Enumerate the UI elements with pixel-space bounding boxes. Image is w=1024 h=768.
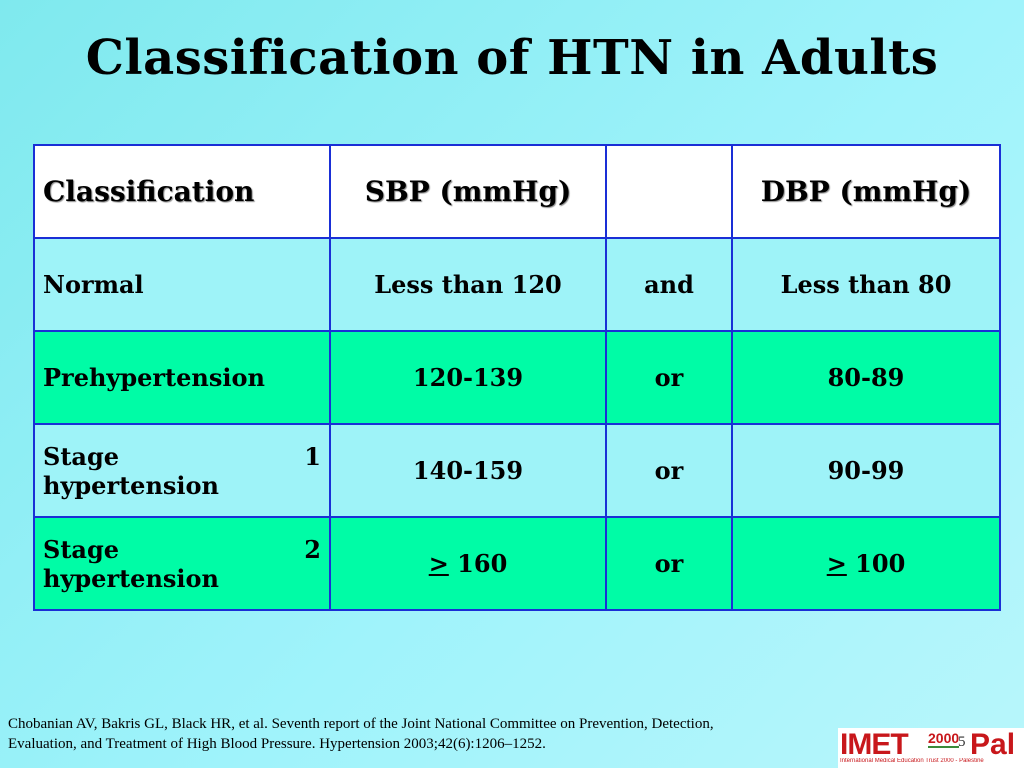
table-row: Prehypertension 120-139 or 80-89 <box>33 330 1001 425</box>
stage-word: Stage <box>43 534 120 564</box>
header-sbp: SBP (mmHg) <box>329 144 607 239</box>
citation-line1: Chobanian AV, Bakris GL, Black HR, et al… <box>8 716 714 732</box>
stage-line2: hypertension <box>43 563 219 593</box>
logo-year-text: 2000 <box>928 730 960 748</box>
table-header-row: Classification SBP (mmHg) DBP (mmHg) <box>33 144 1001 239</box>
row-connector: or <box>605 423 733 518</box>
stage-number: 2 <box>304 534 321 564</box>
table-row: Normal Less than 120 and Less than 80 <box>33 237 1001 332</box>
row-sbp: Less than 120 <box>329 237 607 332</box>
row-classification: Normal <box>33 237 331 332</box>
row-classification: Stage 1 hypertension <box>33 423 331 518</box>
citation: Chobanian AV, Bakris GL, Black HR, et al… <box>8 714 888 754</box>
logo-pal-text: Pal <box>970 728 1016 761</box>
logo-tagline: International Medical Education Trust 20… <box>840 758 984 764</box>
header-dbp: DBP (mmHg) <box>731 144 1001 239</box>
row-sbp: > 160 <box>329 516 607 611</box>
row-sbp: 120-139 <box>329 330 607 425</box>
slide-title: Classification of HTN in Adults <box>85 30 939 86</box>
row-classification: Prehypertension <box>33 330 331 425</box>
row-dbp: Less than 80 <box>731 237 1001 332</box>
stage-line2: hypertension <box>43 470 219 500</box>
table-row: Stage 1 hypertension 140-159 or 90-99 <box>33 423 1001 518</box>
header-connector <box>605 144 733 239</box>
row-dbp: 80-89 <box>731 330 1001 425</box>
dbp-value: 100 <box>846 549 906 578</box>
page-number: 5 <box>958 734 966 750</box>
row-dbp: 90-99 <box>731 423 1001 518</box>
row-connector: and <box>605 237 733 332</box>
imet-logo: IMET 2000 Pal International Medical Educ… <box>838 728 1024 768</box>
htn-classification-table: Classification SBP (mmHg) DBP (mmHg) Nor… <box>33 144 1001 611</box>
row-connector: or <box>605 516 733 611</box>
table-row: Stage 2 hypertension > 160 or > 100 <box>33 516 1001 611</box>
gte-symbol: > <box>428 549 449 578</box>
citation-line2: Evaluation, and Treatment of High Blood … <box>8 736 546 752</box>
row-dbp: > 100 <box>731 516 1001 611</box>
header-classification: Classification <box>33 144 331 239</box>
stage-word: Stage <box>43 441 120 471</box>
logo-imet-text: IMET <box>840 728 909 761</box>
row-connector: or <box>605 330 733 425</box>
sbp-value: 160 <box>448 549 508 578</box>
row-classification: Stage 2 hypertension <box>33 516 331 611</box>
gte-symbol: > <box>826 549 847 578</box>
row-sbp: 140-159 <box>329 423 607 518</box>
stage-number: 1 <box>304 441 321 471</box>
